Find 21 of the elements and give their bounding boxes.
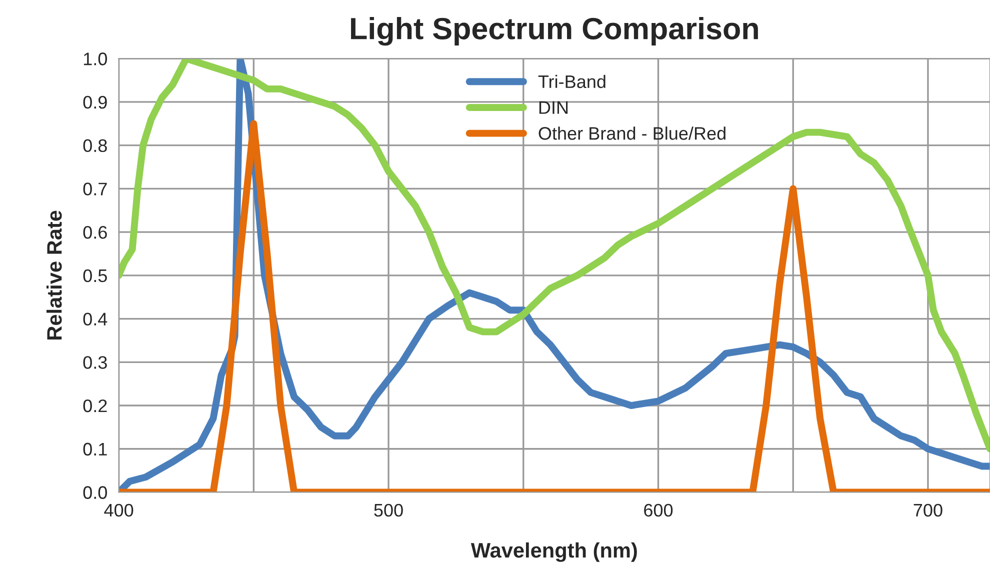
y-axis-title: Relative Rate xyxy=(46,210,62,340)
y-tick-label: 0.6 xyxy=(83,226,107,239)
x-tick-label: 700 xyxy=(914,504,942,517)
legend-label: DIN xyxy=(539,101,568,114)
x-tick-label: 600 xyxy=(644,504,673,517)
chart-title: Light Spectrum Comparison xyxy=(351,17,758,46)
y-tick-label: 0.3 xyxy=(83,356,107,369)
legend-label: Tri-Band xyxy=(538,74,606,88)
legend-label: Other Brand - Blue/Red xyxy=(538,126,726,140)
x-axis-title: Wavelength (nm) xyxy=(470,542,637,562)
y-tick-label: 0.7 xyxy=(83,182,107,196)
y-tick-label: 0.5 xyxy=(83,269,107,282)
y-tick-label: 0.2 xyxy=(83,399,107,412)
x-tick-label: 400 xyxy=(104,504,134,517)
y-tick-label: 0.0 xyxy=(83,486,107,499)
y-tick-label: 0.1 xyxy=(83,442,107,456)
y-tick-label: 0.4 xyxy=(83,312,108,326)
y-tick-label: 0.9 xyxy=(83,96,107,109)
y-tick-label: 1.0 xyxy=(84,52,107,66)
y-tick-label: 0.8 xyxy=(83,139,107,152)
x-tick-label: 500 xyxy=(374,504,403,517)
